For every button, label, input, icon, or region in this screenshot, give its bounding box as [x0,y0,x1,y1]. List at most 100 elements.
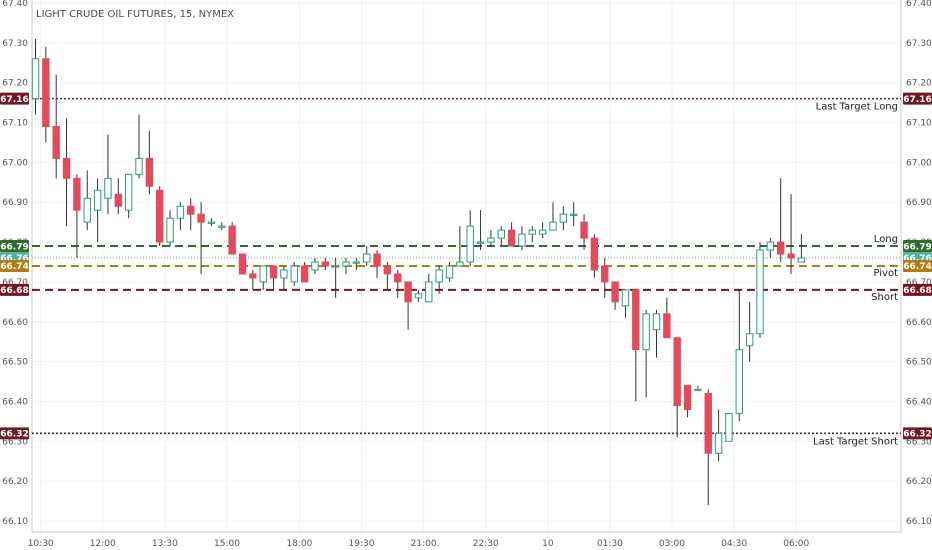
candle-body-up [549,221,557,231]
candle-body-down [507,229,516,247]
candle [73,174,81,259]
candles [31,38,806,506]
candle [725,412,733,442]
level-badge-right [903,259,932,272]
candle-body-up [280,269,288,279]
candle [663,297,671,339]
candle [590,234,599,278]
x-tick-label: 12:00 [90,539,116,549]
candle-body-down [228,225,236,255]
level-badge-left [0,240,29,253]
y-tick-label-left: 66.70 [2,278,28,288]
candle-body-down [187,205,195,215]
candle-body-down [62,157,71,179]
candle [104,134,112,215]
candle-body-down [611,281,619,303]
candle [52,74,60,179]
candle-body-down [580,221,588,239]
level-badge-value: 66.74 [903,262,931,272]
candle-body-up [207,221,216,224]
candle [507,222,516,247]
candle-body-down [383,265,392,275]
candle-body-down [156,189,164,243]
level-label: Pivot [873,268,898,279]
candle-body-down [73,177,81,211]
candle-body-down [394,273,402,283]
candle-body-up [559,213,568,223]
candle-body-up [797,257,806,263]
y-tick-label-left: 67.10 [2,119,28,129]
candle [124,173,133,219]
candle [694,385,702,392]
y-tick-label-right: 66.30 [906,437,932,447]
candle-body-up [83,197,91,223]
candle [300,262,309,283]
candle [135,114,143,179]
candle-body-down [321,261,330,267]
candle-body-down [404,281,412,303]
candle-body-up [124,173,133,211]
candle [549,202,557,231]
candle [31,38,40,115]
candle [601,258,609,298]
candle [280,265,288,290]
candle [777,178,785,262]
candle-body-down [300,265,309,283]
candle-body-up [694,389,702,392]
candle [673,337,681,438]
candle [704,389,712,506]
candle-body-down [145,157,154,187]
level-badge-value: 66.32 [903,430,931,440]
candle-body-up [218,225,226,228]
candle-body-up [445,265,454,279]
grid-lines [32,0,901,532]
candle-body-down [249,273,257,279]
candle [197,202,205,274]
candle [642,309,650,398]
level-badge-value: 66.68 [903,286,931,296]
candle-body-up [31,58,40,100]
candle [456,226,464,267]
x-tick-label: 21:00 [411,539,437,549]
y-tick-label-left: 67.30 [2,39,28,49]
candle [42,46,50,143]
x-tick-label: 19:30 [349,539,375,549]
y-tick-label-right: 67.30 [906,39,932,49]
y-tick-label-right: 67.10 [906,119,932,129]
candle [756,242,764,338]
candle-body-up [176,205,185,219]
candle-body-up [311,261,319,271]
candle-body-up [756,249,764,335]
level-badge-left [0,92,29,105]
candle [466,210,474,266]
y-tick-label-left: 67.20 [2,79,28,89]
candle-body-up [363,253,371,263]
candle [187,198,195,231]
level-badge-value: 66.68 [0,286,28,296]
x-tick-label: 18:00 [286,539,312,549]
candle [766,238,775,259]
candle-body-up [725,412,733,442]
candle [559,206,568,231]
candle-body-up [497,229,505,239]
candle [145,130,154,195]
level-badge-value: 67.16 [903,95,931,105]
level-badge-left [0,283,29,296]
candle [114,178,122,215]
candle-body-down [42,58,50,128]
y-tick-label-left: 66.50 [2,358,28,368]
level-label: Short [871,292,898,303]
x-tick-label: 15:00 [214,539,240,549]
y-tick-label-left: 67.40 [2,0,28,9]
y-tick-label-right: 66.50 [906,358,932,368]
candle [93,178,102,243]
level-label: Long [874,234,898,245]
candle [394,269,402,298]
candle [176,202,185,231]
x-tick-label: 22:30 [473,539,499,549]
y-tick-label-left: 66.40 [2,397,28,407]
